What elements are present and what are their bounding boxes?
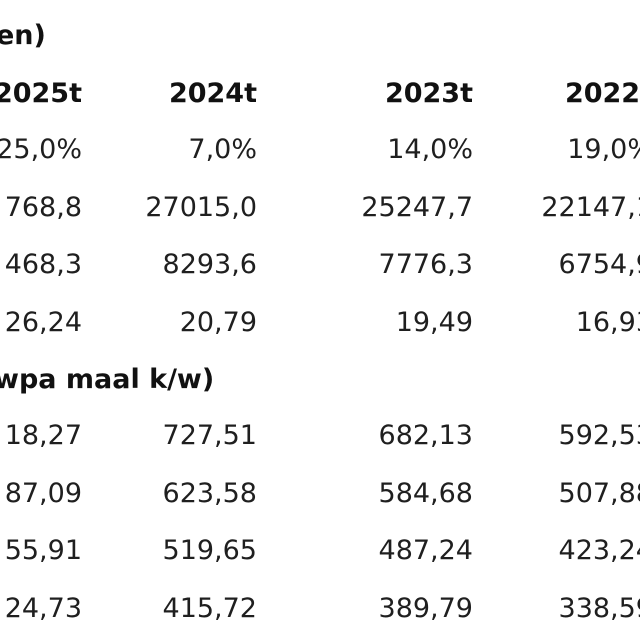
table-cell: 24,73: [4, 592, 82, 624]
table-cell: 487,24: [378, 535, 473, 566]
table-cell: 768,8: [4, 191, 82, 223]
column-header: 2024t: [168, 78, 257, 109]
table-cell: 8293,6: [162, 249, 257, 280]
table-cell: 87,09: [4, 477, 82, 509]
table-cell: 16,93: [575, 306, 640, 338]
table-row: 26,24 20,79 19,49 16,93: [0, 307, 640, 347]
table-cell: 27015,0: [145, 191, 257, 223]
table-cell: 18,27: [4, 420, 82, 451]
table-cell: 468,3: [4, 249, 82, 280]
table-row: 25,0% 7,0% 14,0% 19,0%: [0, 134, 640, 174]
table-cell: 682,13: [378, 420, 473, 451]
table-row: 87,09 623,58 584,68 507,88: [0, 478, 640, 518]
table-cell: 727,51: [162, 420, 257, 451]
table-cell: 623,58: [162, 477, 257, 509]
table-cell: 338,59: [558, 592, 640, 624]
table-cell: 55,91: [4, 535, 82, 566]
table-cell: 6754,9: [558, 249, 640, 280]
table-cell: 7,0%: [188, 134, 257, 165]
table-cell: 25247,7: [361, 191, 473, 223]
section-title-top: en): [0, 20, 46, 51]
table-cell: 7776,3: [378, 249, 473, 280]
table-cell: 20,79: [179, 306, 257, 338]
table-cell: 26,24: [4, 306, 82, 338]
table-cell: 389,79: [378, 592, 473, 624]
table-cell: 415,72: [162, 592, 257, 624]
table-cell: 507,88: [558, 477, 640, 509]
column-header-row: 2025t 2024t 2023t 2022t: [0, 78, 640, 118]
table-cell: 423,24: [558, 535, 640, 566]
table-row: 55,91 519,65 487,24 423,24: [0, 535, 640, 575]
column-header: 2022t: [564, 78, 640, 109]
section-title-bottom: wpa maal k/w): [0, 364, 215, 395]
table-cell: 519,65: [162, 535, 257, 566]
table-cell: 14,0%: [387, 134, 473, 165]
table-cell: 22147,1: [541, 191, 640, 223]
table-cell: 584,68: [378, 477, 473, 509]
table-row: 18,27 727,51 682,13 592,53: [0, 420, 640, 460]
table-cell: 19,49: [395, 306, 473, 338]
table-cell: 592,53: [558, 420, 640, 451]
column-header: 2023t: [384, 78, 473, 109]
table-row: 468,3 8293,6 7776,3 6754,9: [0, 249, 640, 289]
table-row: 24,73 415,72 389,79 338,59: [0, 593, 640, 633]
table-cell: 19,0%: [567, 134, 640, 165]
table-cell: 25,0%: [0, 134, 82, 165]
column-header: 2025t: [0, 78, 82, 109]
table-row: 768,8 27015,0 25247,7 22147,1: [0, 192, 640, 232]
